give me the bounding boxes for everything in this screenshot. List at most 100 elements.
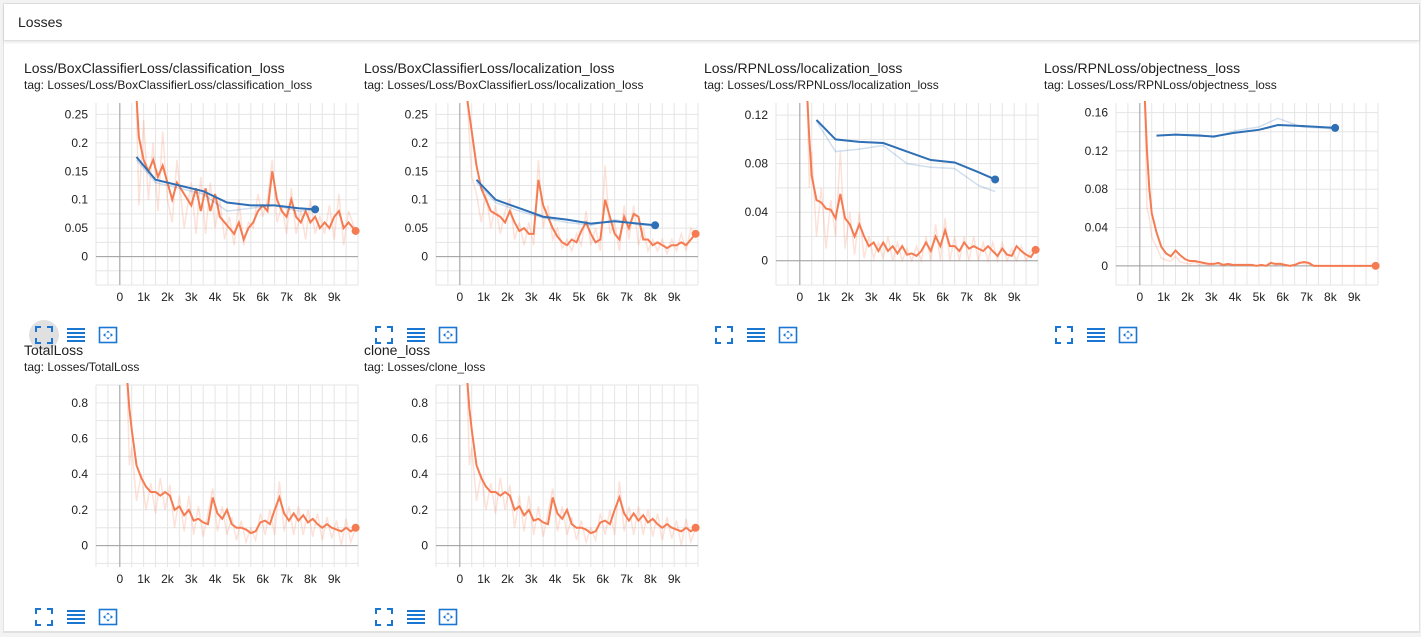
x-tick-label: 5k xyxy=(233,572,247,586)
x-tick-label: 4k xyxy=(209,290,223,304)
x-tick-label: 2k xyxy=(841,290,855,304)
chart-tag: tag: Losses/Loss/RPNLoss/localization_lo… xyxy=(704,78,939,92)
chart-card: Loss/BoxClassifierLoss/classification_lo… xyxy=(24,60,364,350)
series-raw-line xyxy=(135,159,316,212)
y-tick-label: 0.25 xyxy=(65,107,89,121)
expand-chart-button[interactable] xyxy=(93,320,123,350)
fit-domain-button[interactable] xyxy=(709,320,739,350)
y-tick-label: 0.8 xyxy=(71,396,88,410)
y-tick-label: 0.6 xyxy=(411,432,428,446)
x-tick-label: 5k xyxy=(1253,290,1267,304)
x-tick-label: 8k xyxy=(1324,290,1338,304)
expand-chart-button[interactable] xyxy=(773,320,803,350)
fit-domain-button[interactable] xyxy=(29,602,59,632)
log-scale-button[interactable] xyxy=(1081,320,1111,350)
chart-plot[interactable]: 0 0.05 0.1 0.15 0.2 0.25 0 1k 2k 3k 4k 5k 6k 7k 8k 9k xyxy=(364,95,704,310)
chart-card: TotalLoss tag: Losses/TotalLoss 0 0.2 0.4 0.6… xyxy=(24,342,364,626)
y-tick-label: 0.1 xyxy=(71,193,88,207)
series-raw-line xyxy=(815,120,996,193)
x-tick-label: 0 xyxy=(456,572,463,586)
chart-card: Loss/BoxClassifierLoss/localization_loss… xyxy=(364,60,704,344)
y-tick-label: 0.2 xyxy=(71,503,88,517)
series-smoothed-line xyxy=(475,179,656,227)
series-smoothed-line xyxy=(806,101,1037,259)
x-tick-label: 1k xyxy=(477,572,491,586)
expand-chart-button[interactable] xyxy=(93,602,123,632)
series-smoothed-line xyxy=(1143,101,1376,267)
y-tick-label: 0.2 xyxy=(71,136,88,150)
series-smoothed-line xyxy=(135,156,316,211)
x-tick-label: 7k xyxy=(620,572,634,586)
log-scale-button[interactable] xyxy=(401,602,431,632)
x-tick-label: 7k xyxy=(1300,290,1314,304)
x-tick-label: 0 xyxy=(116,290,123,304)
expand-chart-button[interactable] xyxy=(433,320,463,350)
series-smoothed-line xyxy=(466,383,697,535)
log-scale-button[interactable] xyxy=(61,602,91,632)
chart-plot[interactable]: 0 0.2 0.4 0.6 0.8 0 1k 2k 3k 4k 5k 6k 7k 8k 9k xyxy=(24,377,364,592)
chart-toolbar xyxy=(364,320,484,350)
series-end-point xyxy=(651,221,660,230)
x-tick-label: 0 xyxy=(116,572,123,586)
log-scale-button[interactable] xyxy=(401,320,431,350)
y-tick-label: 0.08 xyxy=(1085,182,1109,196)
series-smoothed-line xyxy=(135,101,357,243)
chart-plot[interactable]: 0 0.2 0.4 0.6 0.8 0 1k 2k 3k 4k 5k 6k 7k 8k 9k xyxy=(364,377,704,592)
y-tick-label: 0.1 xyxy=(411,193,428,207)
series-end-point xyxy=(691,523,700,532)
y-tick-label: 0 xyxy=(761,254,768,268)
chart-plot[interactable]: 0 0.05 0.1 0.15 0.2 0.25 0 1k 2k 3k 4k 5k 6k 7k 8k 9k xyxy=(24,95,364,310)
x-tick-label: 5k xyxy=(913,290,927,304)
chart-title: clone_loss xyxy=(364,342,431,358)
x-tick-label: 9k xyxy=(668,290,682,304)
series-smoothed-line xyxy=(815,119,996,181)
log-scale-button[interactable] xyxy=(741,320,771,350)
chart-toolbar xyxy=(1044,320,1164,350)
y-tick-label: 0 xyxy=(81,250,88,264)
chart-title: TotalLoss xyxy=(24,342,84,358)
chart-toolbar xyxy=(24,320,144,350)
x-tick-label: 9k xyxy=(1008,290,1022,304)
series-end-point xyxy=(311,205,320,214)
x-tick-label: 4k xyxy=(209,572,223,586)
fit-domain-button[interactable] xyxy=(369,602,399,632)
category-header[interactable]: Losses xyxy=(4,4,1419,41)
fit-domain-button[interactable] xyxy=(369,320,399,350)
x-tick-label: 9k xyxy=(328,290,342,304)
y-tick-label: 0.2 xyxy=(411,503,428,517)
y-tick-label: 0 xyxy=(1101,259,1108,273)
x-tick-label: 7k xyxy=(280,290,294,304)
series-end-point xyxy=(1031,245,1040,254)
series-raw-line xyxy=(806,101,1036,264)
x-tick-label: 2k xyxy=(161,290,175,304)
chart-plot[interactable]: 0 0.04 0.08 0.12 0 1k 2k 3k 4k 5k 6k 7k 8k 9k xyxy=(704,95,1044,310)
x-tick-label: 7k xyxy=(960,290,974,304)
x-tick-label: 3k xyxy=(185,290,199,304)
fit-domain-button[interactable] xyxy=(29,320,59,350)
y-tick-label: 0.4 xyxy=(411,467,428,481)
x-tick-label: 8k xyxy=(304,572,318,586)
x-tick-label: 3k xyxy=(525,290,539,304)
y-tick-label: 0.05 xyxy=(65,221,89,235)
x-tick-label: 5k xyxy=(573,572,587,586)
chart-plot[interactable]: 0 0.04 0.08 0.12 0.16 0 1k 2k 3k 4k 5k 6k 7k 8k 9k xyxy=(1044,95,1384,310)
expand-chart-button[interactable] xyxy=(433,602,463,632)
expand-chart-button[interactable] xyxy=(1113,320,1143,350)
series-end-point xyxy=(991,175,1000,184)
log-scale-button[interactable] xyxy=(61,320,91,350)
x-tick-label: 0 xyxy=(456,290,463,304)
x-tick-label: 1k xyxy=(1157,290,1171,304)
y-tick-label: 0.12 xyxy=(745,108,769,122)
x-tick-label: 4k xyxy=(549,290,563,304)
x-tick-label: 8k xyxy=(304,290,318,304)
x-tick-label: 0 xyxy=(796,290,803,304)
series-smoothed-line xyxy=(126,383,357,535)
x-tick-label: 9k xyxy=(668,572,682,586)
x-tick-label: 2k xyxy=(501,290,515,304)
chart-tag: tag: Losses/Loss/RPNLoss/objectness_loss xyxy=(1044,78,1277,92)
chart-title: Loss/BoxClassifierLoss/classification_lo… xyxy=(24,60,285,76)
y-tick-label: 0.04 xyxy=(745,205,769,219)
losses-panel: Losses Loss/BoxClassifierLoss/classifica… xyxy=(3,3,1420,633)
x-tick-label: 9k xyxy=(328,572,342,586)
fit-domain-button[interactable] xyxy=(1049,320,1079,350)
